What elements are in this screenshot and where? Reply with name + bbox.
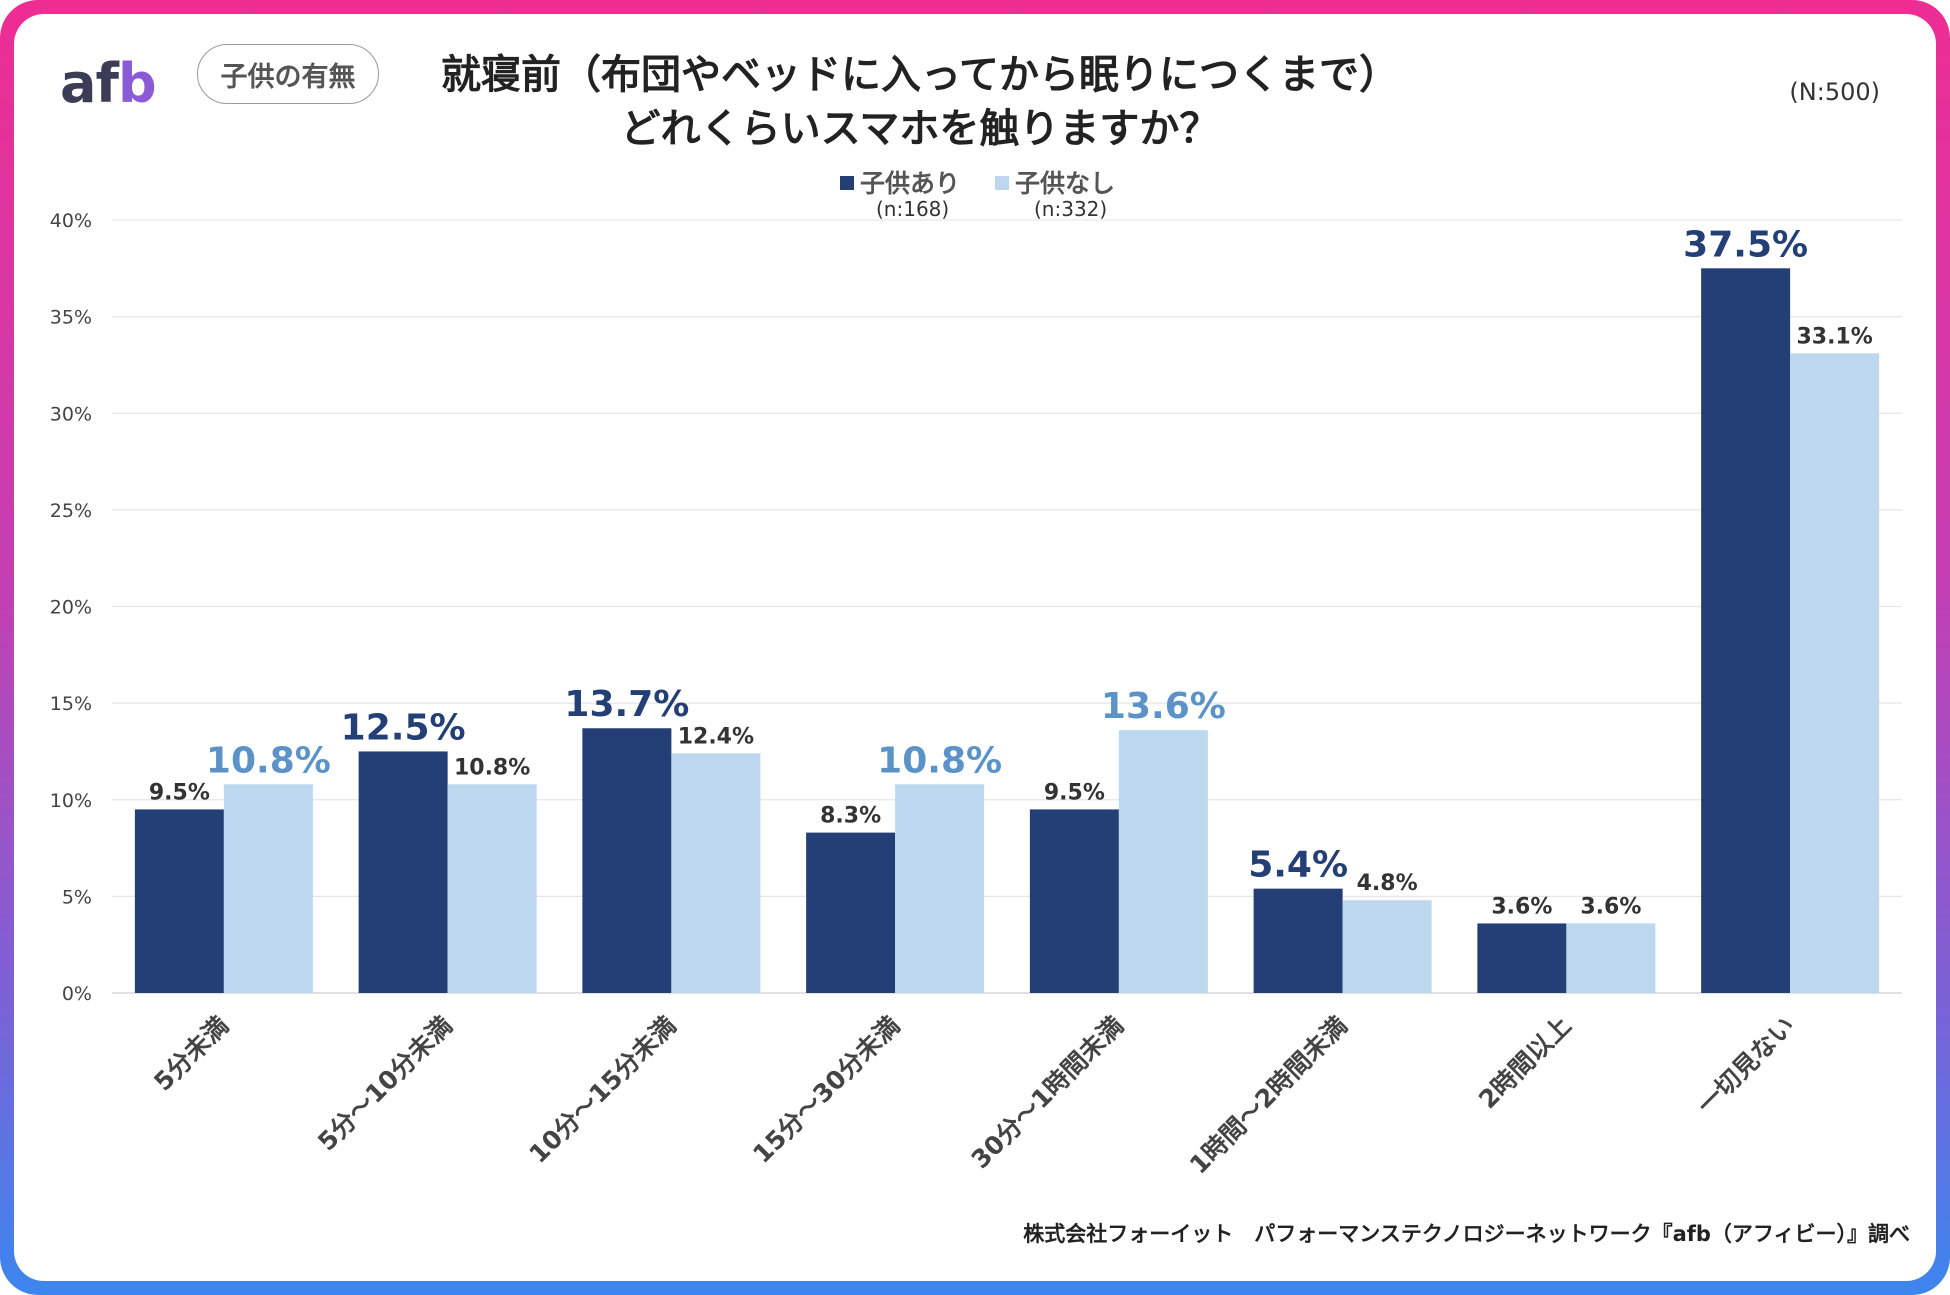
legend-item-with-children: 子供あり	[840, 164, 960, 200]
category-label: 10分～15分未満	[524, 1011, 682, 1169]
chart-panel	[14, 14, 1936, 1281]
y-tick-label: 0%	[62, 983, 92, 1005]
data-label: 5.4%	[1248, 845, 1348, 886]
data-label: 9.5%	[149, 780, 210, 805]
data-label: 10.8%	[877, 740, 1002, 781]
bar-with-children	[1029, 809, 1119, 993]
bar-with-children	[806, 832, 896, 993]
y-tick-label: 10%	[50, 790, 92, 812]
data-label: 3.6%	[1491, 894, 1552, 919]
afb-logo: afb	[60, 52, 157, 115]
y-tick-label: 30%	[50, 403, 92, 425]
data-label: 12.4%	[678, 724, 754, 749]
bar-with-children	[134, 809, 224, 993]
data-label: 13.7%	[564, 684, 689, 725]
data-label: 9.5%	[1044, 780, 1105, 805]
category-label: 5分～10分未満	[312, 1011, 458, 1157]
bar-with-children	[1701, 268, 1791, 993]
bar-without-children	[1566, 923, 1656, 993]
category-label: 一切見ない	[1691, 1011, 1800, 1120]
data-label: 37.5%	[1683, 224, 1808, 265]
bar-without-children	[447, 784, 537, 993]
category-label: 1時間～2時間未満	[1184, 1011, 1353, 1180]
bar-without-children	[671, 753, 761, 993]
bar-with-children	[1253, 888, 1343, 993]
source-note: 株式会社フォーイット パフォーマンステクノロジーネットワーク『afb（アフィビー…	[1023, 1222, 1910, 1246]
bar-without-children	[1342, 900, 1432, 993]
legend-item-without-children: 子供なし	[995, 164, 1115, 200]
category-label: 30分～1時間未満	[966, 1011, 1129, 1174]
data-label: 12.5%	[341, 707, 466, 748]
bar-with-children	[582, 728, 672, 993]
bar-with-children	[358, 751, 448, 993]
y-tick-label: 40%	[50, 210, 92, 232]
y-tick-label: 25%	[50, 500, 92, 522]
y-tick-label: 5%	[62, 886, 92, 908]
legend-n-without-children: (n:332)	[1034, 197, 1108, 221]
category-label: 15分～30分未満	[747, 1011, 905, 1169]
category-label: 2時間以上	[1473, 1011, 1577, 1115]
y-tick-label: 35%	[50, 307, 92, 329]
data-label: 4.8%	[1357, 871, 1418, 896]
data-label: 3.6%	[1580, 894, 1641, 919]
data-label: 33.1%	[1796, 324, 1872, 349]
bar-with-children	[1477, 923, 1567, 993]
category-label: 5分未満	[148, 1011, 234, 1097]
legend-n-with-children: (n:168)	[876, 197, 950, 221]
data-label: 10.8%	[206, 740, 331, 781]
bar-without-children	[223, 784, 313, 993]
data-label: 13.6%	[1101, 686, 1226, 727]
legend-swatch-light	[995, 176, 1009, 190]
filter-badge: 子供の有無	[197, 44, 379, 104]
legend-swatch-dark	[840, 176, 854, 190]
data-label: 8.3%	[820, 804, 881, 829]
bar-without-children	[1118, 730, 1208, 993]
y-tick-label: 20%	[50, 597, 92, 619]
sample-size: (N:500)	[1789, 78, 1880, 106]
chart-title-line2: どれくらいスマホを触りますか？	[620, 106, 1220, 152]
bar-without-children	[1790, 353, 1880, 993]
bar-without-children	[895, 784, 985, 993]
data-label: 10.8%	[454, 755, 530, 780]
chart-title-line1: 就寝前（布団やベッドに入ってから眠りにつくまで）	[441, 52, 1399, 98]
y-tick-label: 15%	[50, 693, 92, 715]
